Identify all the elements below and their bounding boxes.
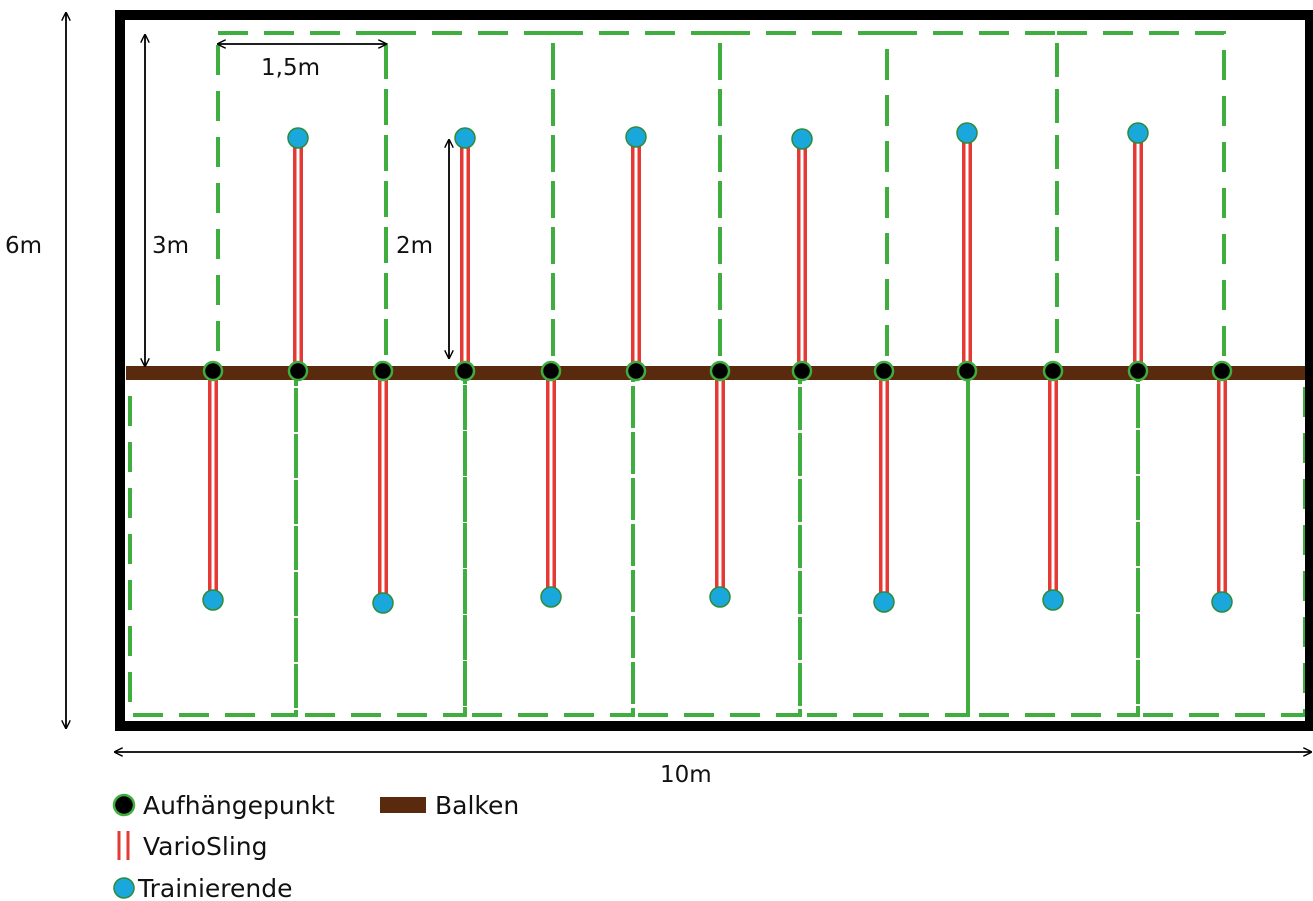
sling-core <box>1051 371 1055 600</box>
sling-core <box>965 133 969 371</box>
sling-core <box>1136 133 1140 371</box>
trainee-bottom <box>1211 591 1233 613</box>
trainee-top <box>287 127 309 149</box>
trainee-bottom <box>873 591 895 613</box>
anchor-point <box>791 360 813 382</box>
sling <box>293 138 303 371</box>
sling <box>378 371 388 603</box>
room-frame <box>115 10 1313 731</box>
sling <box>460 138 470 371</box>
trainee-bottom <box>202 589 224 611</box>
sling-core <box>634 137 638 371</box>
sling <box>631 137 641 371</box>
anchor-point <box>625 360 647 382</box>
legend-trainee-label: Trainierende <box>137 874 293 901</box>
sling-core <box>882 371 886 602</box>
half-depth-label: 3m <box>152 233 189 259</box>
sling <box>715 371 725 597</box>
sling-core <box>800 139 804 371</box>
trainee-top <box>625 126 647 148</box>
anchor-point <box>287 360 309 382</box>
height-label: 6m <box>5 233 42 259</box>
sling-length-label: 2m <box>396 233 433 259</box>
anchor-point <box>956 360 978 382</box>
sling <box>879 371 889 602</box>
anchor-point <box>540 360 562 382</box>
trainees <box>202 122 1233 614</box>
sling <box>962 133 972 371</box>
slings <box>208 133 1227 603</box>
legend-beam-label: Balken <box>435 791 519 820</box>
anchor-points <box>202 360 1233 382</box>
trainee-top <box>1127 122 1149 144</box>
trainee-bottom <box>1042 589 1064 611</box>
sling-core <box>718 371 722 597</box>
sling-core <box>1220 371 1224 602</box>
trainee-bottom <box>372 592 394 614</box>
sling <box>1133 133 1143 371</box>
anchor-point <box>202 360 224 382</box>
anchor-point <box>372 360 394 382</box>
sling <box>1217 371 1227 602</box>
sling-core <box>463 138 467 371</box>
legend: Aufhängepunkt Balken VarioSling Trainier… <box>112 791 519 901</box>
sling <box>546 371 556 597</box>
sling <box>797 139 807 371</box>
sling-core <box>296 138 300 371</box>
anchor-point <box>1127 360 1149 382</box>
anchor-point <box>1211 360 1233 382</box>
zone-top <box>1055 31 1226 371</box>
legend-sling-label: VarioSling <box>143 832 267 861</box>
sling-core <box>549 371 553 597</box>
trainee-top <box>454 127 476 149</box>
training-zones <box>128 31 1307 717</box>
legend-beam-icon <box>380 797 426 813</box>
trainee-top <box>791 128 813 150</box>
anchor-point <box>709 360 731 382</box>
sling-core <box>211 371 215 600</box>
trainee-bottom <box>709 586 731 608</box>
legend-anchor-label: Aufhängepunkt <box>143 791 335 820</box>
sling <box>1048 371 1058 600</box>
sling-core <box>381 371 385 603</box>
sling <box>208 371 218 600</box>
width-label: 10m <box>660 762 712 788</box>
section-width-label: 1,5m <box>261 55 320 81</box>
trainee-bottom <box>540 586 562 608</box>
dimension-arrows <box>66 13 1311 752</box>
trainee-top <box>956 122 978 144</box>
anchor-point <box>873 360 895 382</box>
anchor-point <box>454 360 476 382</box>
anchor-point <box>1042 360 1064 382</box>
legend-anchor-icon <box>112 793 136 817</box>
legend-trainee-icon <box>113 877 135 899</box>
